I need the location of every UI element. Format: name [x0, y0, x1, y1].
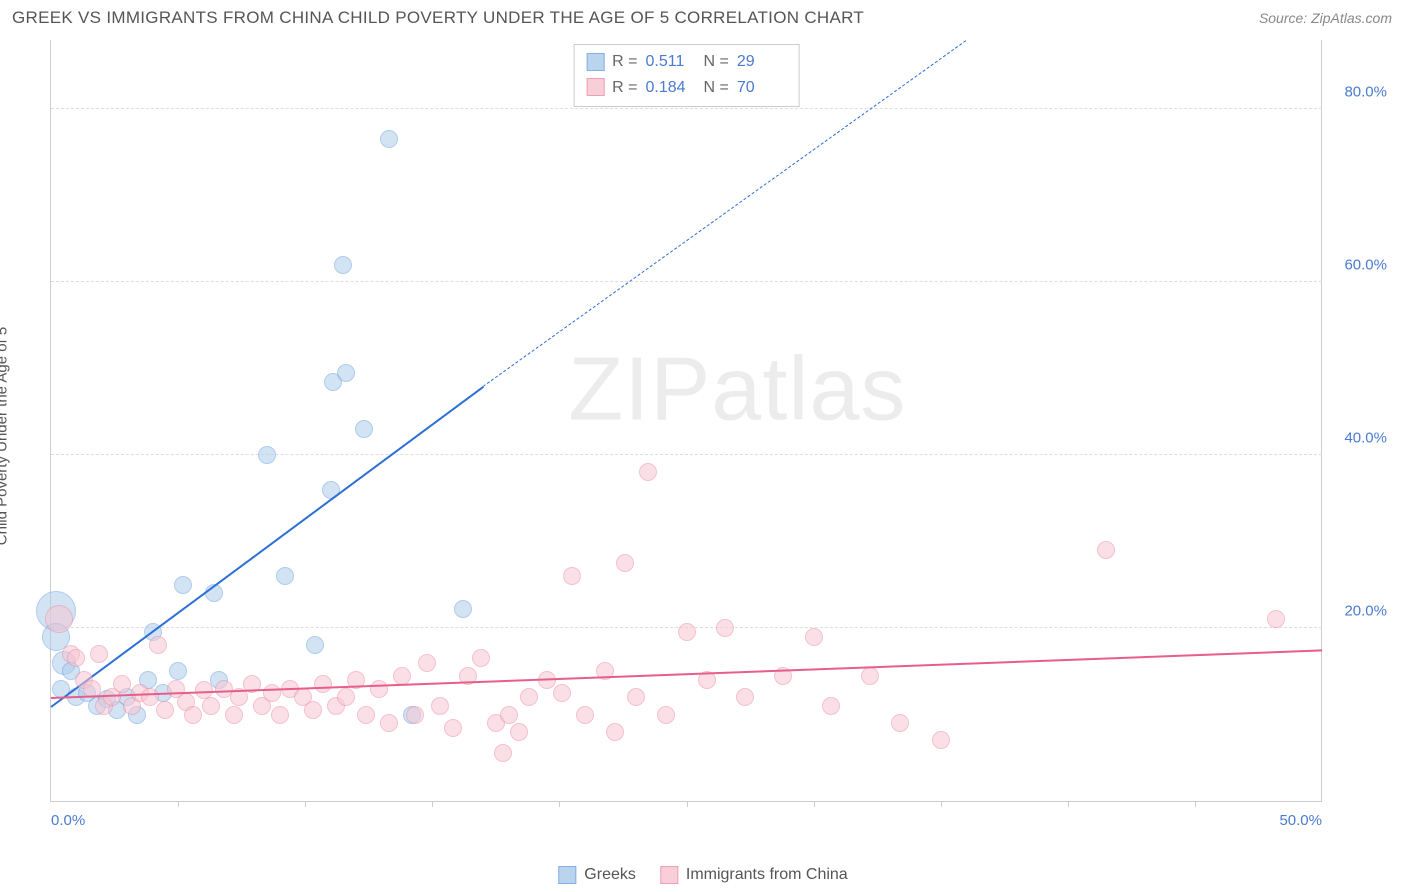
data-point-immigrants — [563, 567, 581, 585]
data-point-immigrants — [932, 731, 950, 749]
right-axis-line — [1321, 40, 1322, 801]
trend-line-immigrants — [51, 650, 1322, 700]
y-tick-label: 60.0% — [1327, 257, 1387, 274]
legend-row-greeks: R = 0.511 N = 29 — [586, 49, 787, 75]
data-point-greeks — [276, 567, 294, 585]
data-point-immigrants — [1267, 610, 1285, 628]
data-point-immigrants — [472, 649, 490, 667]
data-point-immigrants — [678, 623, 696, 641]
data-point-immigrants — [113, 675, 131, 693]
x-tick-label: 50.0% — [1279, 812, 1322, 829]
data-point-immigrants — [1097, 541, 1115, 559]
data-point-immigrants — [393, 667, 411, 685]
x-minor-tick — [687, 801, 688, 807]
x-minor-tick — [178, 801, 179, 807]
data-point-immigrants — [271, 706, 289, 724]
data-point-greeks — [355, 420, 373, 438]
data-point-immigrants — [657, 706, 675, 724]
data-point-immigrants — [431, 697, 449, 715]
data-point-immigrants — [184, 706, 202, 724]
x-minor-tick — [1195, 801, 1196, 807]
chart-area: Child Poverty Under the Age of 5 ZIPatla… — [12, 40, 1392, 832]
data-point-immigrants — [370, 680, 388, 698]
data-point-greeks — [334, 256, 352, 274]
legend-row-immigrants: R = 0.184 N = 70 — [586, 75, 787, 101]
x-tick-label: 0.0% — [51, 812, 85, 829]
plot-region: ZIPatlas R = 0.511 N = 29 R = 0.184 N = … — [50, 40, 1322, 802]
y-tick-label: 20.0% — [1327, 603, 1387, 620]
y-tick-label: 40.0% — [1327, 430, 1387, 447]
data-point-immigrants — [90, 645, 108, 663]
x-minor-tick — [814, 801, 815, 807]
data-point-immigrants — [861, 667, 879, 685]
data-point-immigrants — [576, 706, 594, 724]
gridline — [51, 281, 1322, 282]
legend-item-greeks: Greeks — [558, 866, 636, 884]
data-point-immigrants — [202, 697, 220, 715]
data-point-immigrants — [500, 706, 518, 724]
n-value-greeks: 29 — [737, 49, 787, 75]
data-point-immigrants — [156, 701, 174, 719]
legend-item-immigrants: Immigrants from China — [660, 866, 848, 884]
gridline — [51, 454, 1322, 455]
data-point-immigrants — [337, 688, 355, 706]
data-point-immigrants — [805, 628, 823, 646]
data-point-immigrants — [149, 636, 167, 654]
data-point-immigrants — [639, 463, 657, 481]
data-point-immigrants — [520, 688, 538, 706]
swatch-greeks — [586, 53, 604, 71]
data-point-immigrants — [616, 554, 634, 572]
data-point-greeks — [380, 130, 398, 148]
data-point-greeks — [306, 636, 324, 654]
data-point-immigrants — [891, 714, 909, 732]
series-legend: Greeks Immigrants from China — [558, 866, 847, 884]
y-axis-label: Child Poverty Under the Age of 5 — [0, 327, 11, 545]
data-point-greeks — [337, 364, 355, 382]
y-tick-label: 80.0% — [1327, 84, 1387, 101]
data-point-greeks — [174, 576, 192, 594]
x-minor-tick — [305, 801, 306, 807]
data-point-immigrants — [357, 706, 375, 724]
data-point-greeks — [258, 446, 276, 464]
r-value-immigrants: 0.184 — [646, 75, 696, 101]
swatch-immigrants — [586, 78, 604, 96]
gridline — [51, 108, 1322, 109]
data-point-immigrants — [494, 744, 512, 762]
chart-header: GREEK VS IMMIGRANTS FROM CHINA CHILD POV… — [0, 0, 1406, 32]
legend-label-immigrants: Immigrants from China — [686, 866, 848, 884]
data-point-immigrants — [606, 723, 624, 741]
data-point-immigrants — [510, 723, 528, 741]
data-point-immigrants — [418, 654, 436, 672]
chart-title: GREEK VS IMMIGRANTS FROM CHINA CHILD POV… — [12, 8, 864, 28]
data-point-immigrants — [141, 688, 159, 706]
data-point-immigrants — [736, 688, 754, 706]
watermark: ZIPatlas — [568, 339, 906, 442]
r-value-greeks: 0.511 — [646, 49, 696, 75]
x-minor-tick — [941, 801, 942, 807]
n-value-immigrants: 70 — [737, 75, 787, 101]
data-point-immigrants — [822, 697, 840, 715]
data-point-immigrants — [406, 706, 424, 724]
x-minor-tick — [559, 801, 560, 807]
correlation-legend: R = 0.511 N = 29 R = 0.184 N = 70 — [573, 44, 800, 107]
data-point-immigrants — [67, 649, 85, 667]
data-point-immigrants — [263, 684, 281, 702]
swatch-immigrants-icon — [660, 866, 678, 884]
data-point-immigrants — [627, 688, 645, 706]
legend-label-greeks: Greeks — [584, 866, 636, 884]
data-point-immigrants — [45, 605, 73, 633]
data-point-greeks — [169, 662, 187, 680]
data-point-immigrants — [380, 714, 398, 732]
data-point-greeks — [454, 600, 472, 618]
data-point-immigrants — [553, 684, 571, 702]
data-point-immigrants — [314, 675, 332, 693]
x-minor-tick — [432, 801, 433, 807]
data-point-immigrants — [444, 719, 462, 737]
x-minor-tick — [1068, 801, 1069, 807]
swatch-greeks-icon — [558, 866, 576, 884]
source-attribution: Source: ZipAtlas.com — [1259, 10, 1392, 26]
data-point-immigrants — [304, 701, 322, 719]
data-point-immigrants — [225, 706, 243, 724]
data-point-immigrants — [716, 619, 734, 637]
